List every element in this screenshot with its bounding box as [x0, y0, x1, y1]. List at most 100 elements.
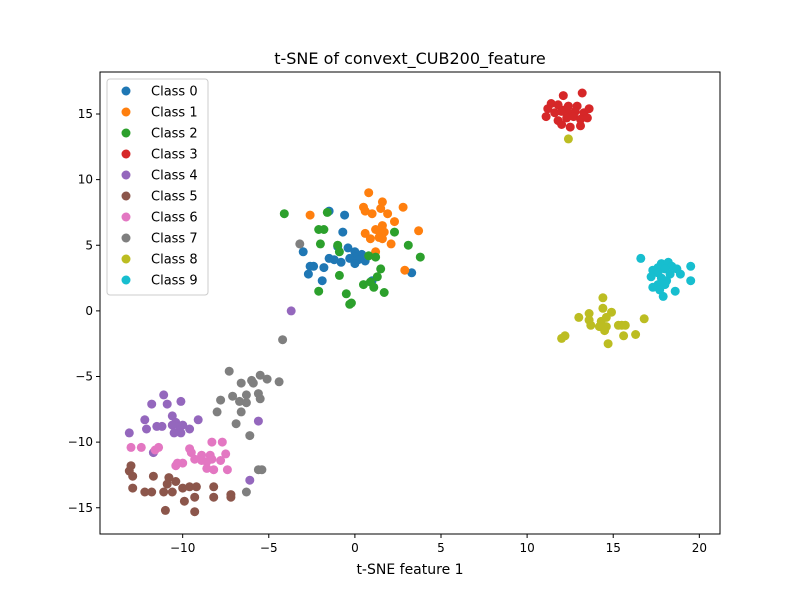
- data-point: [262, 374, 272, 384]
- data-point: [334, 270, 344, 280]
- data-point: [231, 419, 241, 429]
- data-point: [241, 390, 251, 400]
- data-point: [224, 366, 234, 376]
- y-tick-label: 5: [85, 238, 93, 252]
- data-point: [364, 188, 374, 198]
- data-point: [675, 269, 685, 279]
- data-point: [257, 465, 267, 475]
- legend-marker: [121, 254, 131, 264]
- data-point: [216, 456, 226, 465]
- data-point: [319, 225, 329, 234]
- data-point: [279, 209, 289, 219]
- data-point: [383, 209, 393, 219]
- data-point: [334, 247, 344, 257]
- data-point: [179, 496, 189, 506]
- data-point: [601, 312, 611, 322]
- legend-marker: [121, 212, 131, 222]
- data-point: [245, 431, 255, 441]
- data-point: [241, 398, 251, 408]
- data-point: [142, 424, 151, 434]
- data-point: [322, 207, 332, 217]
- axes-frame: [99, 71, 721, 535]
- chart-title: t-SNE of convext_CUB200_feature: [274, 49, 546, 69]
- x-tick-label: 10: [519, 541, 534, 555]
- data-point: [379, 288, 389, 297]
- data-point: [202, 463, 212, 473]
- data-point: [190, 507, 200, 517]
- data-point: [162, 479, 172, 489]
- data-point: [159, 390, 169, 400]
- data-point: [631, 330, 641, 339]
- data-point: [407, 268, 417, 278]
- data-point: [314, 286, 324, 296]
- data-point: [367, 209, 377, 219]
- y-tick-label: 15: [78, 107, 93, 121]
- data-point: [371, 252, 381, 262]
- data-point: [216, 395, 226, 405]
- data-point: [365, 234, 375, 244]
- data-point: [245, 475, 255, 485]
- legend-label: Class 5: [151, 190, 198, 205]
- data-point: [167, 420, 177, 430]
- legend-label: Class 2: [151, 127, 198, 142]
- data-point: [346, 298, 356, 308]
- data-point: [317, 276, 327, 286]
- data-point: [202, 457, 212, 467]
- data-point: [278, 335, 288, 345]
- data-point: [255, 394, 265, 404]
- data-point: [398, 202, 408, 212]
- data-point: [377, 234, 387, 244]
- legend-marker: [121, 149, 131, 159]
- x-tick-label: −10: [170, 541, 195, 555]
- legend-label: Class 8: [151, 253, 198, 268]
- data-point: [157, 421, 167, 431]
- data-point: [586, 320, 596, 330]
- data-point: [636, 253, 646, 263]
- legend-marker: [121, 107, 131, 117]
- data-point: [154, 442, 164, 452]
- data-point: [209, 465, 219, 475]
- data-point: [569, 112, 579, 122]
- data-point: [574, 312, 584, 322]
- data-point: [126, 442, 136, 452]
- data-point: [329, 255, 339, 265]
- data-point: [140, 487, 150, 497]
- y-tick-label: −15: [68, 501, 93, 515]
- data-point: [541, 112, 551, 122]
- data-point: [147, 487, 157, 497]
- data-point: [558, 91, 568, 101]
- x-tick-label: 20: [692, 541, 707, 555]
- data-point: [176, 396, 186, 406]
- data-point: [169, 428, 179, 438]
- data-point: [557, 106, 567, 116]
- data-point: [286, 306, 296, 316]
- data-point: [236, 378, 246, 388]
- data-point: [598, 293, 608, 303]
- data-point: [377, 197, 387, 207]
- data-point: [658, 291, 668, 301]
- data-point: [228, 391, 238, 401]
- legend-label: Class 6: [151, 211, 198, 226]
- data-point: [582, 113, 592, 123]
- data-point: [340, 210, 350, 220]
- data-point: [639, 314, 649, 324]
- data-point: [576, 121, 585, 131]
- data-point: [124, 428, 134, 438]
- data-point: [207, 437, 217, 447]
- x-axis: −10 −5 0 5 10 15 20: [170, 534, 707, 555]
- data-point: [338, 227, 348, 237]
- x-axis-label: t-SNE feature 1: [356, 562, 463, 578]
- data-point: [298, 247, 308, 257]
- data-point: [173, 458, 182, 468]
- legend-label: Class 9: [151, 274, 198, 289]
- data-point: [236, 407, 246, 417]
- data-point: [369, 282, 379, 292]
- y-tick-label: −10: [68, 435, 93, 449]
- data-point: [136, 442, 146, 452]
- data-point: [336, 257, 346, 267]
- legend-label: Class 4: [151, 169, 198, 184]
- x-tick-label: 0: [351, 541, 359, 555]
- data-point: [562, 113, 572, 123]
- data-point: [193, 415, 203, 425]
- data-point: [162, 399, 172, 409]
